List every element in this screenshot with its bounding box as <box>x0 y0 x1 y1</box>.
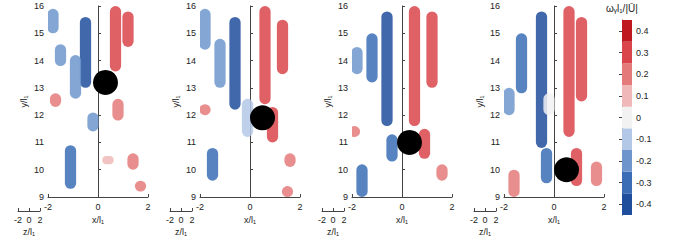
svg-text:-2: -2 <box>44 202 52 212</box>
svg-text:14: 14 <box>186 56 196 66</box>
svg-text:13: 13 <box>338 83 348 93</box>
svg-text:14: 14 <box>490 56 500 66</box>
svg-text:15: 15 <box>186 28 196 38</box>
svg-text:y/l₁: y/l₁ <box>323 95 333 107</box>
svg-text:-2: -2 <box>14 215 22 225</box>
svg-text:-0.4: -0.4 <box>636 199 652 209</box>
svg-text:16: 16 <box>186 1 196 11</box>
svg-text:0: 0 <box>178 215 183 225</box>
svg-text:-0.3: -0.3 <box>636 178 652 188</box>
svg-text:15: 15 <box>490 28 500 38</box>
svg-text:z/l₁: z/l₁ <box>23 227 35 237</box>
svg-text:2: 2 <box>189 215 194 225</box>
svg-text:2: 2 <box>297 202 302 212</box>
svg-text:0: 0 <box>482 215 487 225</box>
svg-text:11: 11 <box>35 137 44 147</box>
svg-text:12: 12 <box>186 110 196 120</box>
svg-text:0: 0 <box>636 113 641 123</box>
svg-text:16: 16 <box>338 1 348 11</box>
svg-text:0: 0 <box>95 202 100 212</box>
svg-text:14: 14 <box>338 56 348 66</box>
svg-text:-2: -2 <box>196 202 204 212</box>
svg-text:-0.1: -0.1 <box>636 134 652 144</box>
svg-text:0: 0 <box>551 202 556 212</box>
svg-text:-2: -2 <box>348 202 356 212</box>
svg-text:0.4: 0.4 <box>636 26 649 36</box>
svg-text:0: 0 <box>399 202 404 212</box>
svg-text:16: 16 <box>34 1 44 11</box>
svg-text:x/l₁: x/l₁ <box>548 215 560 225</box>
svg-text:z/l₁: z/l₁ <box>479 227 491 237</box>
svg-text:x/l₁: x/l₁ <box>92 215 104 225</box>
svg-text:12: 12 <box>34 110 44 120</box>
svg-text:x/l₁: x/l₁ <box>396 215 408 225</box>
svg-text:10: 10 <box>34 165 44 175</box>
svg-text:0: 0 <box>26 215 31 225</box>
svg-text:0.1: 0.1 <box>636 91 649 101</box>
svg-text:0.2: 0.2 <box>636 69 649 79</box>
svg-text:9: 9 <box>495 192 500 202</box>
svg-text:12: 12 <box>338 110 348 120</box>
svg-text:2: 2 <box>145 202 150 212</box>
svg-text:10: 10 <box>186 165 196 175</box>
svg-text:13: 13 <box>490 83 500 93</box>
svg-text:2: 2 <box>449 202 454 212</box>
svg-text:14: 14 <box>34 56 44 66</box>
svg-text:10: 10 <box>490 165 500 175</box>
svg-text:11: 11 <box>491 137 500 147</box>
svg-text:ωᵧl₁/|Ū|: ωᵧl₁/|Ū| <box>606 3 638 14</box>
svg-text:-0.2: -0.2 <box>636 156 652 166</box>
svg-text:x/l₁: x/l₁ <box>244 215 256 225</box>
svg-text:y/l₁: y/l₁ <box>171 95 181 107</box>
svg-text:0: 0 <box>247 202 252 212</box>
svg-text:-2: -2 <box>470 215 478 225</box>
svg-text:2: 2 <box>37 215 42 225</box>
svg-text:z/l₁: z/l₁ <box>327 227 339 237</box>
svg-text:9: 9 <box>39 192 44 202</box>
svg-text:2: 2 <box>341 215 346 225</box>
svg-text:-2: -2 <box>166 215 174 225</box>
svg-text:15: 15 <box>34 28 44 38</box>
svg-text:12: 12 <box>490 110 500 120</box>
svg-text:10: 10 <box>338 165 348 175</box>
svg-text:11: 11 <box>339 137 348 147</box>
svg-text:y/l₁: y/l₁ <box>19 95 29 107</box>
svg-text:z/l₁: z/l₁ <box>175 227 187 237</box>
svg-text:15: 15 <box>338 28 348 38</box>
svg-text:16: 16 <box>490 1 500 11</box>
svg-text:0: 0 <box>330 215 335 225</box>
svg-text:11: 11 <box>187 137 196 147</box>
svg-text:2: 2 <box>601 202 606 212</box>
svg-text:0.3: 0.3 <box>636 48 649 58</box>
svg-text:-2: -2 <box>500 202 508 212</box>
svg-text:y/l₁: y/l₁ <box>475 95 485 107</box>
svg-text:13: 13 <box>34 83 44 93</box>
svg-text:9: 9 <box>343 192 348 202</box>
svg-text:2: 2 <box>493 215 498 225</box>
svg-text:-2: -2 <box>318 215 326 225</box>
svg-text:13: 13 <box>186 83 196 93</box>
svg-text:9: 9 <box>191 192 196 202</box>
